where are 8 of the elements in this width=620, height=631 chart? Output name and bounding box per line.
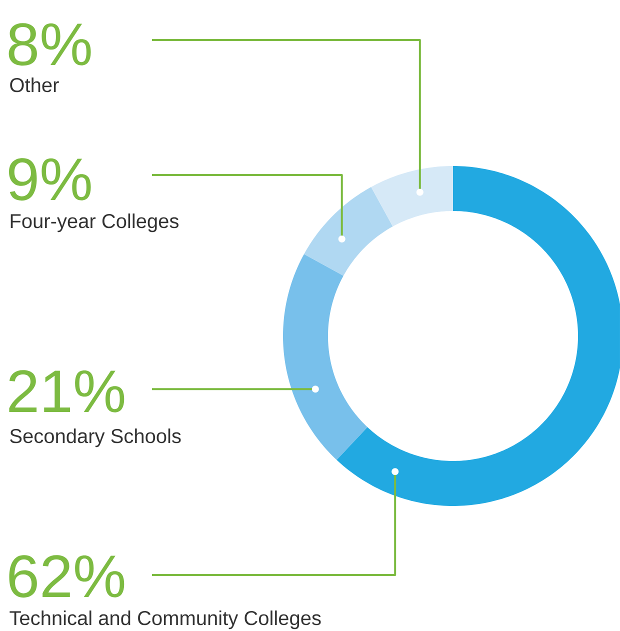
data-label: 9% xyxy=(9,158,91,201)
slice-label: Secondary Schools xyxy=(10,428,181,448)
slice-label: Four-year Colleges xyxy=(10,214,178,232)
data-label: 21% xyxy=(9,370,124,412)
slice-label: Technical and Community Colleges xyxy=(10,610,321,630)
data-label: 62% xyxy=(9,555,124,598)
slice-label: Other xyxy=(10,78,59,92)
data-label: 8% xyxy=(8,23,91,66)
